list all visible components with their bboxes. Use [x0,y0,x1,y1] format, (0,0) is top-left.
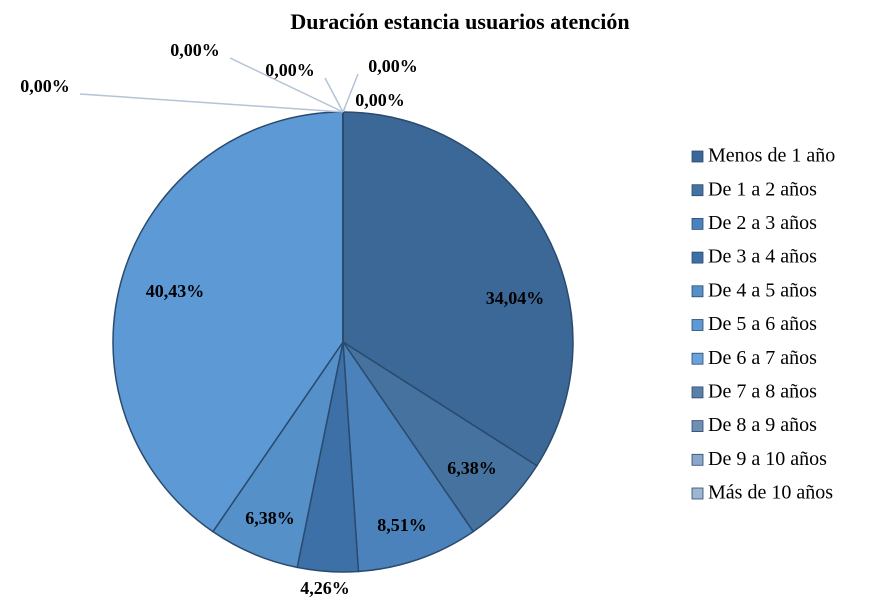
data-label: 40,43% [146,281,205,301]
leader-line [342,73,359,113]
legend-label: De 5 a 6 años [708,313,817,335]
chart-title: Duración estancia usuarios atención [290,9,629,34]
legend-label: De 4 a 5 años [708,279,817,301]
data-label: 0,00% [20,76,70,96]
data-label: 0,00% [355,90,405,110]
data-label: 34,04% [486,288,545,308]
legend-label: De 8 a 9 años [708,414,817,436]
data-label: 0,00% [368,56,418,76]
legend-swatch [691,352,704,365]
legend-label: Menos de 1 año [708,145,835,167]
data-label: 8,51% [377,515,427,535]
leader-line [324,77,344,113]
legend-label: De 3 a 4 años [708,246,817,268]
legend-swatch [691,386,704,399]
legend-swatch [691,319,704,331]
data-label: 6,38% [447,458,497,478]
data-label: 0,00% [170,40,220,60]
legend-label: Más de 10 años [708,482,833,504]
data-label: 0,00% [265,60,315,80]
data-label: 4,26% [300,578,350,598]
legend-label: De 9 a 10 años [708,448,827,470]
legend-swatch [691,453,704,466]
legend-swatch [691,487,704,500]
pie-slice [342,339,475,573]
legend-swatch [691,420,704,433]
legend-swatch [691,251,704,264]
legend-swatch [691,285,704,298]
leader-line [79,93,344,113]
leader-line [229,57,344,113]
data-label: 6,38% [245,508,295,528]
legend-label: De 1 a 2 años [708,178,817,200]
legend-label: De 7 a 8 años [708,380,817,402]
legend-swatch [691,217,704,230]
legend-swatch [691,150,704,163]
pie-slice [342,111,574,467]
pie-slice [112,111,344,533]
legend-swatch [691,184,704,197]
legend-label: De 6 a 7 años [708,347,817,369]
legend-label: De 2 a 3 años [708,212,817,234]
